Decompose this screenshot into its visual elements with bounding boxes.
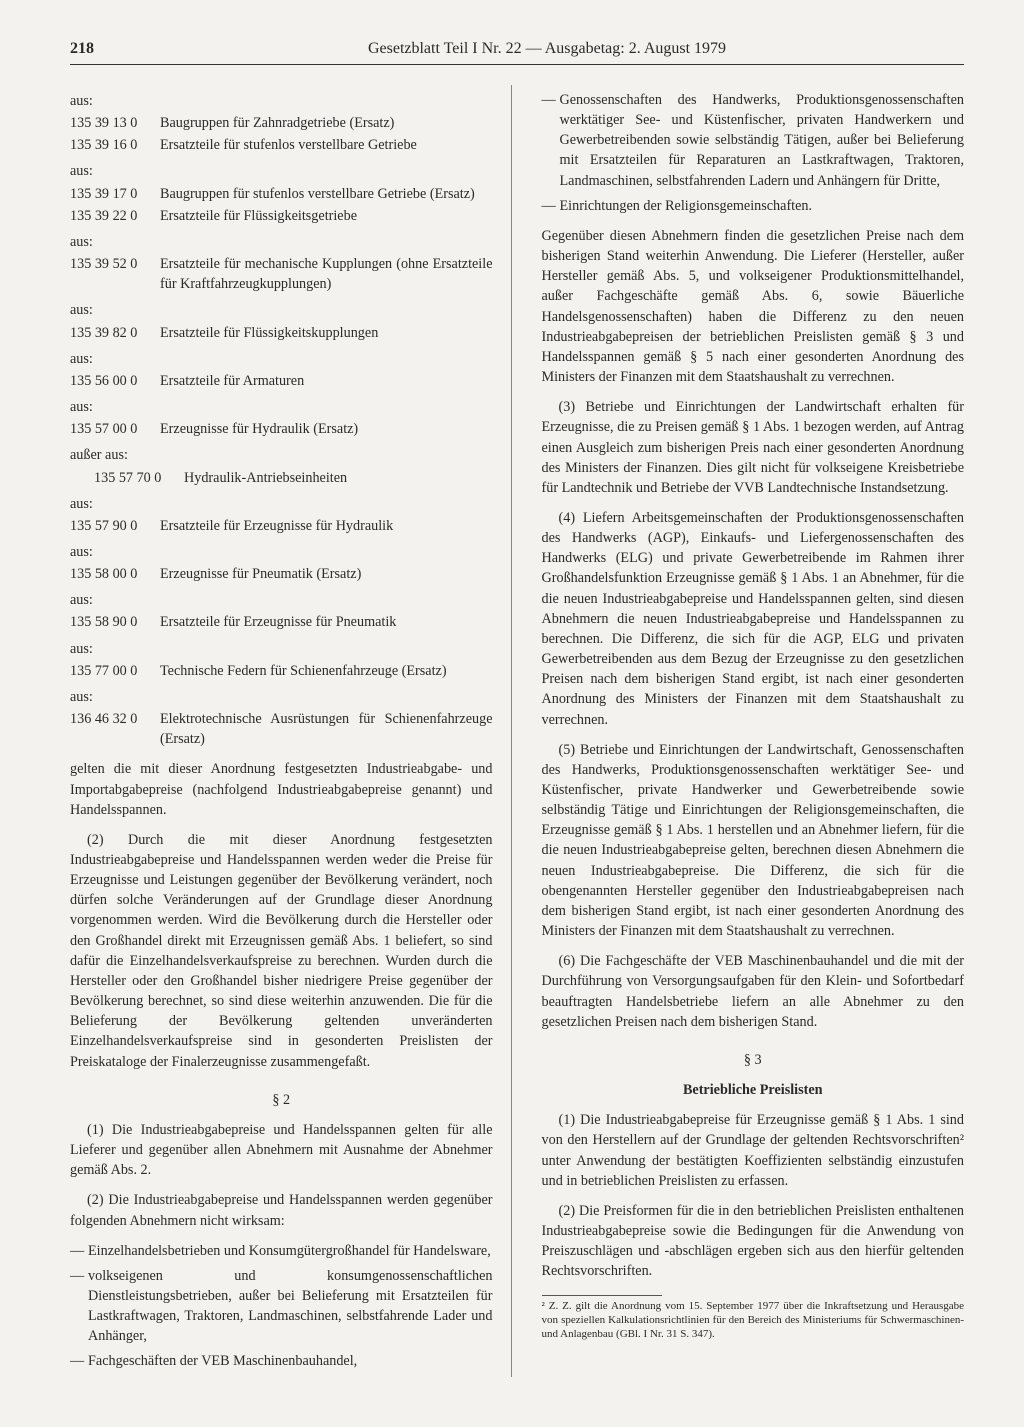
aus-label: aus: xyxy=(70,91,493,111)
aus-label: aus: xyxy=(70,397,493,417)
code-row: 135 57 90 0 Ersatzteile für Erzeugnisse … xyxy=(70,516,493,536)
code-row: 135 39 17 0 Baugruppen für stufenlos ver… xyxy=(70,184,493,204)
code: 135 39 16 0 xyxy=(70,135,160,155)
code-row: 135 39 13 0 Baugruppen für Zahnradgetrie… xyxy=(70,113,493,133)
code: 135 58 90 0 xyxy=(70,612,160,632)
desc: Baugruppen für Zahnradgetriebe (Ersatz) xyxy=(160,113,493,133)
desc: Erzeugnisse für Pneumatik (Ersatz) xyxy=(160,564,493,584)
desc: Ersatzteile für Erzeugnisse für Hydrauli… xyxy=(160,516,493,536)
code-row: 135 39 82 0 Ersatzteile für Flüssigkeits… xyxy=(70,323,493,343)
code: 135 77 00 0 xyxy=(70,661,160,681)
aus-label: aus: xyxy=(70,161,493,181)
code: 135 57 90 0 xyxy=(70,516,160,536)
code-row: 135 39 16 0 Ersatzteile für stufenlos ve… xyxy=(70,135,493,155)
code: 135 58 00 0 xyxy=(70,564,160,584)
section-3-heading: § 3 xyxy=(542,1050,965,1070)
section-2-heading: § 2 xyxy=(70,1090,493,1110)
code: 135 57 70 0 xyxy=(94,468,184,488)
desc: Hydraulik-Antriebseinheiten xyxy=(184,468,493,488)
page-number: 218 xyxy=(70,40,130,58)
desc: Ersatzteile für Armaturen xyxy=(160,371,493,391)
desc: Ersatzteile für Flüssigkeitsgetriebe xyxy=(160,206,493,226)
dash-text: volkseigenen und konsumgenossenschaftlic… xyxy=(88,1266,493,1347)
dash-icon: — xyxy=(542,196,560,216)
desc: Elektrotechnische Ausrüstungen für Schie… xyxy=(160,709,493,749)
code: 135 57 00 0 xyxy=(70,419,160,439)
para-3: (3) Betriebe und Einrichtungen der Landw… xyxy=(542,397,965,498)
right-column: — Genossenschaften des Handwerks, Produk… xyxy=(542,85,965,1377)
aus-label: aus: xyxy=(70,232,493,252)
desc: Erzeugnisse für Hydraulik (Ersatz) xyxy=(160,419,493,439)
code-row: 135 56 00 0 Ersatzteile für Armaturen xyxy=(70,371,493,391)
dash-text: Genossenschaften des Handwerks, Produkti… xyxy=(560,90,965,191)
para-6: (6) Die Fachgeschäfte der VEB Maschinenb… xyxy=(542,951,965,1032)
code-row: 135 39 52 0 Ersatzteile für mechanische … xyxy=(70,254,493,294)
dash-item: — Einzelhandelsbetrieben und Konsumgüter… xyxy=(70,1241,493,1261)
aus-label: außer aus: xyxy=(70,445,493,465)
code-row: 135 58 90 0 Ersatzteile für Erzeugnisse … xyxy=(70,612,493,632)
page: 218 Gesetzblatt Teil I Nr. 22 — Ausgabet… xyxy=(0,0,1024,1427)
aus-label: aus: xyxy=(70,494,493,514)
aus-label: aus: xyxy=(70,542,493,562)
desc: Technische Federn für Schienenfahrzeuge … xyxy=(160,661,493,681)
section-3-title: Betriebliche Preislisten xyxy=(542,1080,965,1100)
para-after-dashes: Gegenüber diesen Abnehmern finden die ge… xyxy=(542,226,965,387)
footnote: ² Z. Z. gilt die Anordnung vom 15. Septe… xyxy=(542,1300,965,1341)
dash-icon: — xyxy=(70,1241,88,1261)
aus-label: aus: xyxy=(70,590,493,610)
code: 135 39 22 0 xyxy=(70,206,160,226)
dash-icon: — xyxy=(70,1266,88,1347)
aus-label: aus: xyxy=(70,639,493,659)
dash-item: — Genossenschaften des Handwerks, Produk… xyxy=(542,90,965,191)
dash-icon: — xyxy=(542,90,560,191)
code: 135 56 00 0 xyxy=(70,371,160,391)
aus-label: aus: xyxy=(70,349,493,369)
desc: Ersatzteile für Flüssigkeitskupplungen xyxy=(160,323,493,343)
columns: aus: 135 39 13 0 Baugruppen für Zahnradg… xyxy=(70,85,964,1377)
running-header: 218 Gesetzblatt Teil I Nr. 22 — Ausgabet… xyxy=(70,40,964,65)
code-row: 135 57 00 0 Erzeugnisse für Hydraulik (E… xyxy=(70,419,493,439)
desc: Ersatzteile für stufenlos verstellbare G… xyxy=(160,135,493,155)
para-5: (5) Betriebe und Einrichtungen der Landw… xyxy=(542,740,965,942)
header-title: Gesetzblatt Teil I Nr. 22 — Ausgabetag: … xyxy=(130,40,964,58)
code-row: 135 77 00 0 Technische Federn für Schien… xyxy=(70,661,493,681)
desc: Baugruppen für stufenlos verstellbare Ge… xyxy=(160,184,493,204)
s3-p2: (2) Die Preisformen für die in den betri… xyxy=(542,1201,965,1282)
dash-text: Fachgeschäften der VEB Maschinenbauhande… xyxy=(88,1351,493,1371)
code-row-indent: 135 57 70 0 Hydraulik-Antriebseinheiten xyxy=(70,468,493,488)
footnote-rule xyxy=(542,1295,662,1296)
aus-label: aus: xyxy=(70,687,493,707)
code: 135 39 52 0 xyxy=(70,254,160,294)
dash-text: Einrichtungen der Religionsgemeinschafte… xyxy=(560,196,965,216)
desc: Ersatzteile für mechanische Kupplungen (… xyxy=(160,254,493,294)
para-2: (2) Durch die mit dieser Anordnung festg… xyxy=(70,830,493,1072)
desc: Ersatzteile für Erzeugnisse für Pneumati… xyxy=(160,612,493,632)
code: 136 46 32 0 xyxy=(70,709,160,749)
dash-item: — Einrichtungen der Religionsgemeinschaf… xyxy=(542,196,965,216)
aus-label: aus: xyxy=(70,300,493,320)
dash-text: Einzelhandelsbetrieben und Konsumgütergr… xyxy=(88,1241,493,1261)
s3-p1: (1) Die Industrieabgabepreise für Erzeug… xyxy=(542,1110,965,1191)
code: 135 39 17 0 xyxy=(70,184,160,204)
dash-icon: — xyxy=(70,1351,88,1371)
para-4: (4) Liefern Arbeitsgemeinschaften der Pr… xyxy=(542,508,965,730)
dash-item: — volkseigenen und konsumgenossenschaftl… xyxy=(70,1266,493,1347)
s2-p2: (2) Die Industrieabgabepreise und Handel… xyxy=(70,1190,493,1230)
code-row: 135 39 22 0 Ersatzteile für Flüssigkeits… xyxy=(70,206,493,226)
code: 135 39 13 0 xyxy=(70,113,160,133)
code-row: 135 58 00 0 Erzeugnisse für Pneumatik (E… xyxy=(70,564,493,584)
code: 135 39 82 0 xyxy=(70,323,160,343)
s2-p1: (1) Die Industrieabgabepreise und Handel… xyxy=(70,1120,493,1180)
left-column: aus: 135 39 13 0 Baugruppen für Zahnradg… xyxy=(70,85,512,1377)
para-after-list: gelten die mit dieser Anordnung festgese… xyxy=(70,759,493,819)
code-row: 136 46 32 0 Elektrotechnische Ausrüstung… xyxy=(70,709,493,749)
dash-item: — Fachgeschäften der VEB Maschinenbauhan… xyxy=(70,1351,493,1371)
